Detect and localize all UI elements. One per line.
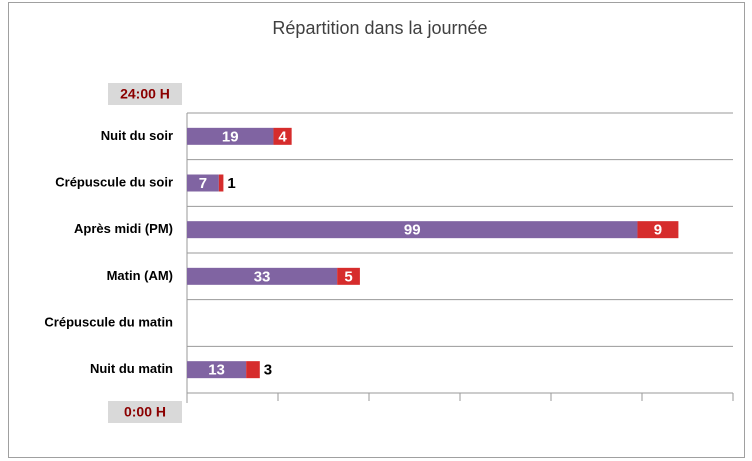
- data-label: 9: [654, 222, 662, 239]
- data-label: 13: [208, 362, 225, 379]
- bar: [246, 361, 260, 379]
- data-label: 7: [199, 175, 207, 192]
- data-label: 33: [254, 268, 271, 285]
- data-label: 4: [278, 128, 287, 145]
- y-tick-label: Après midi (PM): [74, 221, 173, 236]
- bar: [273, 127, 292, 145]
- data-label: 3: [264, 362, 272, 379]
- annotation: 0:00 H: [124, 404, 166, 420]
- bar: [187, 174, 219, 192]
- annotation-bg: [108, 401, 182, 423]
- y-tick-label: Nuit du soir: [101, 128, 173, 143]
- bar: [187, 127, 274, 145]
- data-label: 19: [222, 128, 239, 145]
- data-label: 99: [404, 222, 421, 239]
- chart-title: Répartition dans la journée: [272, 18, 487, 38]
- bar: [218, 174, 224, 192]
- y-tick-label: Crépuscule du matin: [44, 314, 173, 329]
- y-tick-label: Crépuscule du soir: [55, 174, 173, 189]
- y-tick-label: Nuit du matin: [90, 361, 173, 376]
- data-label: 5: [344, 268, 352, 285]
- bar: [187, 221, 638, 239]
- data-label: 1: [227, 175, 235, 192]
- annotation: 24:00 H: [120, 86, 170, 102]
- bar: [187, 361, 247, 379]
- annotation-bg: [108, 83, 182, 105]
- y-tick-label: Matin (AM): [107, 268, 173, 283]
- bar: [337, 267, 360, 285]
- bar: [637, 221, 679, 239]
- bar: [187, 267, 338, 285]
